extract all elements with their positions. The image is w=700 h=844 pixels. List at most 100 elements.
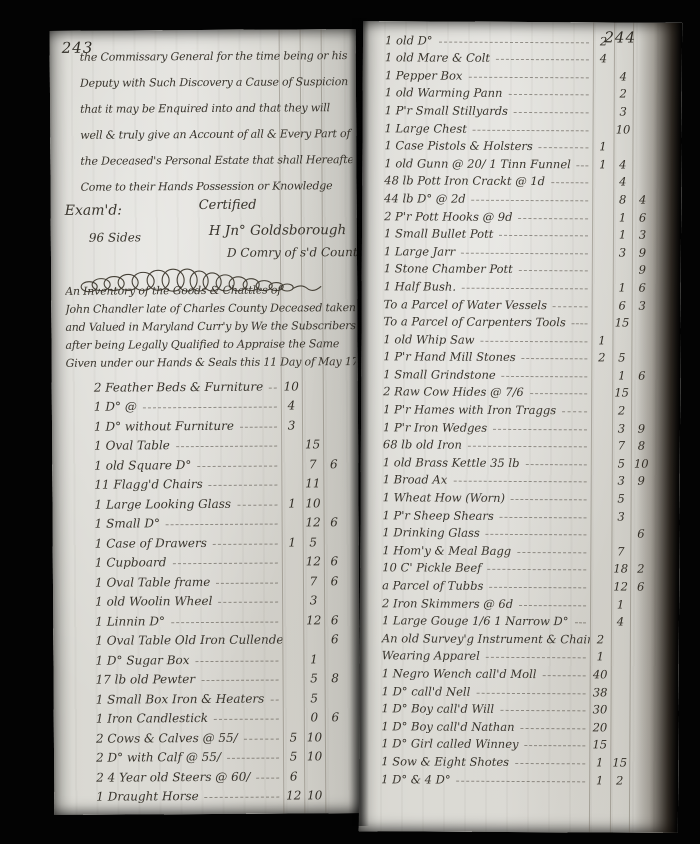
value-pence: 10 — [633, 456, 649, 471]
dash-leader — [571, 323, 588, 325]
item-label: Wearing Apparel — [381, 648, 480, 664]
signature-goldsborough: H Jn° Goldsborough — [208, 222, 347, 239]
value-shillings: 10 — [306, 749, 323, 764]
value-shillings: 5 — [310, 690, 319, 705]
signature-deputy-commissary: D Comry of s'd County — [226, 245, 361, 260]
dash-leader — [471, 199, 589, 202]
item-label: 1 Iron Candlestick — [95, 710, 209, 726]
value-pence: 6 — [330, 612, 339, 627]
item-label: 2 4 Year old Steers @ 60/ — [96, 769, 251, 785]
dash-leader — [529, 393, 588, 395]
heading-line: after being Legally Qualified to Apprais… — [65, 337, 340, 352]
intro-line: the Deceased's Personal Estate that shal… — [80, 153, 353, 168]
item-label: 2 D° with Calf @ 55/ — [96, 749, 222, 765]
value-shillings: 12 — [305, 554, 322, 569]
ledger-row: 1 Small Bullet Pott 1 3 — [372, 223, 653, 242]
item-label: a Parcel of Tubbs — [382, 578, 484, 593]
ledger-left: 2 Feather Beds & Furniture 10 1 D° @ 4 — [58, 373, 353, 804]
value-shillings: 4 — [619, 174, 627, 189]
dash-leader — [518, 217, 589, 219]
ledger-row: 1 Oval Table frame 7 6 — [59, 568, 351, 589]
heading-line: John Chandler late of Charles County Dec… — [65, 301, 356, 316]
ledger-row: 48 lb Pott Iron Crackt @ 1d 4 — [372, 170, 653, 189]
item-label: 1 Half Bush. — [383, 279, 457, 294]
dash-leader — [524, 745, 586, 747]
item-label: 68 lb old Iron — [382, 437, 462, 452]
page-right: 244 1 old D° 2 1 old Mare & Colt — [358, 21, 683, 833]
sides-note: 96 Sides — [88, 230, 142, 245]
ledger-row: 2 Cows & Calves @ 55/ 5 10 — [60, 724, 352, 745]
ledger-row: 1 old Warming Pann 2 — [373, 82, 654, 101]
ledger-row: 1 old Whip Saw 1 — [371, 328, 652, 347]
item-label: 1 Stone Chamber Pott — [383, 261, 513, 277]
item-label: 1 Large Looking Glass — [94, 496, 232, 512]
dash-leader — [201, 679, 279, 682]
dash-leader — [487, 569, 587, 571]
value-pounds: 40 — [592, 667, 608, 682]
value-pence: 4 — [638, 192, 647, 207]
ledger-row: 1 old Gunn @ 20/ 1 Tinn Funnel 1 4 — [372, 152, 653, 171]
ledger-row: 1 Large Chest 10 — [373, 117, 654, 136]
item-label: 1 old Square D° — [94, 457, 192, 473]
value-shillings: 1 — [618, 280, 626, 295]
ledger-row: 1 Draught Horse 12 10 — [60, 783, 352, 804]
dash-leader — [243, 738, 279, 740]
item-label: 1 Broad Ax — [382, 472, 448, 488]
ledger-row: To a Parcel of Carpenters Tools 15 — [372, 311, 653, 330]
ledger-row: 1 Stone Chamber Pott 9 — [372, 258, 653, 277]
value-pence: 6 — [637, 526, 645, 541]
value-shillings: 15 — [612, 755, 628, 770]
dash-leader — [485, 657, 586, 659]
value-pence: 6 — [330, 573, 339, 588]
value-shillings: 4 — [619, 69, 628, 84]
item-label: 1 D° Boy call'd Will — [381, 701, 495, 717]
dash-leader — [515, 762, 586, 765]
item-label: To a Parcel of Water Vessels — [383, 296, 548, 312]
ledger-row: 1 Broad Ax 3 9 — [371, 469, 652, 488]
certified-label: Certified — [198, 197, 257, 214]
value-shillings: 11 — [305, 476, 321, 491]
intro-line: Deputy with Such Discovery a Cause of Su… — [79, 74, 353, 90]
ledger-row: An old Survey'g Instrument & Chain 2 — [370, 627, 651, 646]
ledger-row: 1 old Woolin Wheel 3 — [59, 588, 351, 609]
dash-leader — [538, 147, 589, 149]
intro-line: well & truly give an Account of all & Ev… — [80, 127, 351, 142]
item-label: 1 Small Grindstone — [383, 367, 496, 382]
ledger-row: 1 Sow & Eight Shotes 1 15 — [369, 751, 650, 770]
heading-line: An Inventory of the Goods & Chattles of — [65, 283, 282, 298]
value-pounds: 2 — [596, 632, 605, 647]
value-pounds: 1 — [288, 495, 296, 510]
value-pence: 6 — [636, 579, 645, 594]
value-pounds: 1 — [596, 649, 604, 664]
ledger-row: 1 Half Bush. 1 6 — [372, 276, 653, 295]
item-label: 1 Cupboard — [94, 555, 167, 570]
value-shillings: 3 — [619, 104, 627, 119]
value-pounds: 6 — [289, 768, 298, 783]
dash-leader — [212, 543, 278, 545]
ledger-row: 1 Cupboard 12 6 — [59, 549, 351, 570]
ledger-row: 1 D° Boy call'd Will 30 — [369, 698, 650, 717]
item-label: 10 C' Pickle Beef — [382, 560, 482, 576]
item-label: 1 old Woolin Wheel — [95, 593, 213, 609]
ledger-row: 1 Large Looking Glass 1 10 — [58, 490, 350, 511]
ledger-row: 1 P'r Hand Mill Stones 2 5 — [371, 346, 652, 365]
value-pence: 8 — [331, 671, 339, 686]
item-label: 1 P'r Hand Mill Stones — [383, 349, 516, 365]
value-shillings: 1 — [618, 210, 627, 225]
dash-leader — [493, 428, 587, 431]
dash-leader — [453, 481, 587, 483]
ledger-row: 1 Case Pistols & Holsters 1 — [372, 135, 653, 154]
value-shillings: 15 — [614, 315, 630, 330]
item-label: 1 P'r Sheep Shears — [382, 507, 494, 523]
value-shillings: 5 — [618, 350, 626, 365]
ledger-row: 1 D° call'd Nell 38 — [370, 680, 651, 699]
value-shillings: 3 — [309, 593, 318, 608]
dash-leader — [552, 305, 588, 307]
value-pence: 6 — [331, 710, 340, 725]
value-pounds: 1 — [599, 139, 607, 154]
dash-leader — [520, 727, 586, 730]
dash-leader — [489, 586, 587, 589]
item-label: 2 Iron Skimmers @ 6d — [382, 595, 514, 611]
item-label: 44 lb D° @ 2d — [384, 191, 466, 206]
